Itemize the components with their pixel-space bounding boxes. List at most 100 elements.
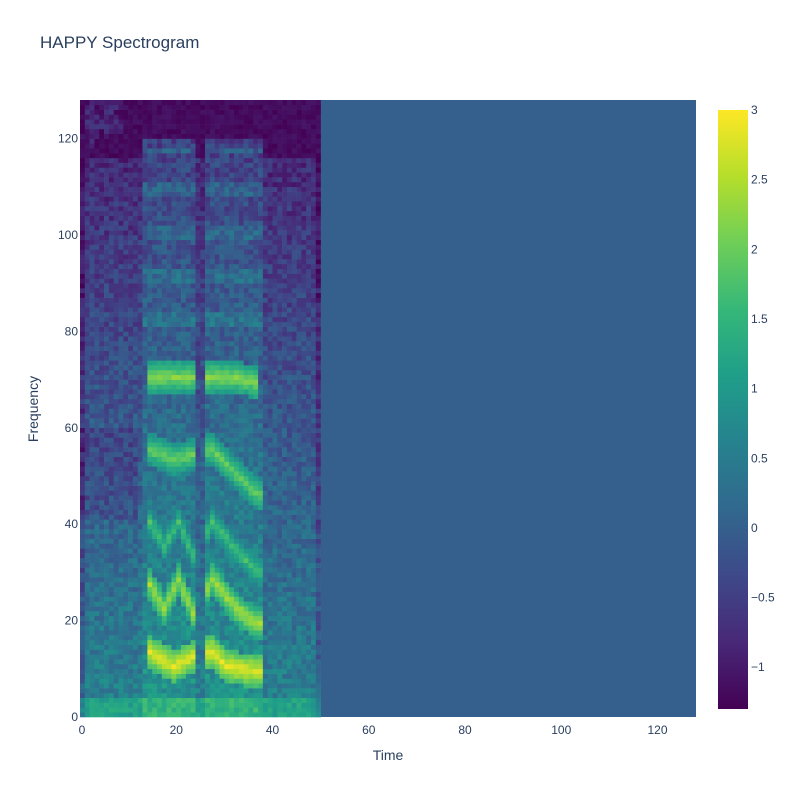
heatmap-cell (253, 432, 259, 438)
heatmap-cell (118, 312, 124, 318)
heatmap-cell (113, 615, 119, 621)
heatmap-cell (132, 432, 139, 438)
heatmap-cell (104, 365, 110, 371)
heatmap-cell (142, 350, 148, 356)
heatmap-cell (205, 326, 211, 332)
heatmap-cell (258, 312, 264, 318)
heatmap-cell (200, 244, 206, 250)
heatmap-cell (195, 297, 201, 303)
heatmap-cell (171, 707, 177, 713)
heatmap-cell (229, 683, 235, 689)
heatmap-cell (99, 273, 105, 279)
heatmap-cell (219, 355, 225, 361)
heatmap-cell (229, 379, 235, 385)
heatmap-cell (132, 586, 139, 592)
heatmap-cell (161, 577, 167, 583)
heatmap-cell (161, 644, 167, 650)
heatmap-cell (142, 524, 148, 530)
heatmap-cell (181, 543, 187, 549)
heatmap-cell (195, 659, 201, 665)
heatmap-cell (190, 471, 196, 477)
heatmap-cell (166, 196, 172, 202)
heatmap-cell (205, 355, 211, 361)
heatmap-cell (262, 586, 268, 592)
heatmap-cell (181, 109, 187, 115)
heatmap-cell (229, 148, 235, 154)
heatmap-cell (157, 610, 163, 617)
heatmap-cell (89, 133, 95, 139)
heatmap-cell (137, 355, 143, 361)
heatmap-cell (181, 432, 187, 438)
heatmap-cell (113, 408, 119, 414)
heatmap-cell (181, 230, 187, 236)
heatmap-cell (113, 355, 119, 361)
heatmap-cell (248, 702, 254, 708)
heatmap-cell (181, 596, 187, 602)
heatmap-cell (234, 210, 240, 216)
heatmap-cell (200, 702, 206, 708)
heatmap-cell (161, 403, 167, 409)
heatmap-cell (234, 104, 240, 110)
heatmap-cell (214, 398, 220, 404)
heatmap-cell (209, 128, 216, 135)
heatmap-cell (152, 562, 158, 568)
heatmap-cell (234, 529, 240, 535)
heatmap-cell (94, 389, 100, 395)
heatmap-cell (108, 538, 114, 544)
heatmap-cell (118, 644, 124, 650)
heatmap-cell (262, 659, 268, 665)
heatmap-cell (171, 663, 177, 670)
heatmap-cell (84, 350, 90, 356)
heatmap-cell (132, 673, 139, 679)
heatmap-cell (200, 471, 206, 477)
heatmap-cell (137, 316, 143, 323)
heatmap-cell (262, 480, 268, 486)
heatmap-cell (137, 201, 143, 207)
heatmap-cell (152, 201, 158, 207)
heatmap-cell (118, 524, 124, 530)
heatmap-cell (219, 196, 225, 202)
heatmap-cell (209, 167, 216, 173)
heatmap-cell (157, 663, 163, 670)
heatmap-cell (137, 148, 143, 154)
heatmap-cell (147, 206, 153, 212)
heatmap-cell (234, 702, 240, 708)
heatmap-cell (238, 596, 244, 602)
heatmap-cell (161, 196, 167, 202)
heatmap-cell (161, 475, 167, 482)
heatmap-cell (258, 500, 264, 506)
heatmap-cell (200, 263, 206, 270)
heatmap-cell (84, 374, 90, 380)
heatmap-cell (243, 427, 249, 433)
heatmap-cell (219, 475, 225, 482)
heatmap-cell (205, 418, 211, 424)
heatmap-cell (214, 577, 220, 583)
heatmap-cell (234, 230, 240, 236)
heatmap-cell (123, 316, 129, 323)
heatmap-cell (176, 273, 182, 279)
heatmap-cell (248, 230, 254, 236)
heatmap-cell (219, 697, 225, 703)
heatmap-cell (253, 586, 259, 592)
heatmap-cell (84, 239, 90, 245)
heatmap-cell (137, 153, 143, 159)
heatmap-cell (108, 577, 114, 583)
heatmap-cell (80, 287, 86, 294)
heatmap-cell (108, 273, 114, 279)
heatmap-cell (258, 654, 264, 660)
heatmap-cell (209, 495, 216, 501)
heatmap-cell (258, 273, 264, 279)
heatmap-cell (137, 596, 143, 602)
heatmap-cell (128, 712, 134, 718)
heatmap-cell (104, 447, 110, 453)
heatmap-cell (142, 384, 148, 390)
heatmap-cell (161, 615, 167, 621)
heatmap-cell (253, 307, 259, 313)
heatmap-cell (104, 138, 110, 144)
heatmap-cell (195, 663, 201, 670)
heatmap-cell (171, 451, 177, 457)
heatmap-cell (195, 529, 201, 535)
heatmap-cell (128, 312, 134, 318)
heatmap-cell (238, 206, 244, 212)
heatmap-cell (123, 138, 129, 144)
